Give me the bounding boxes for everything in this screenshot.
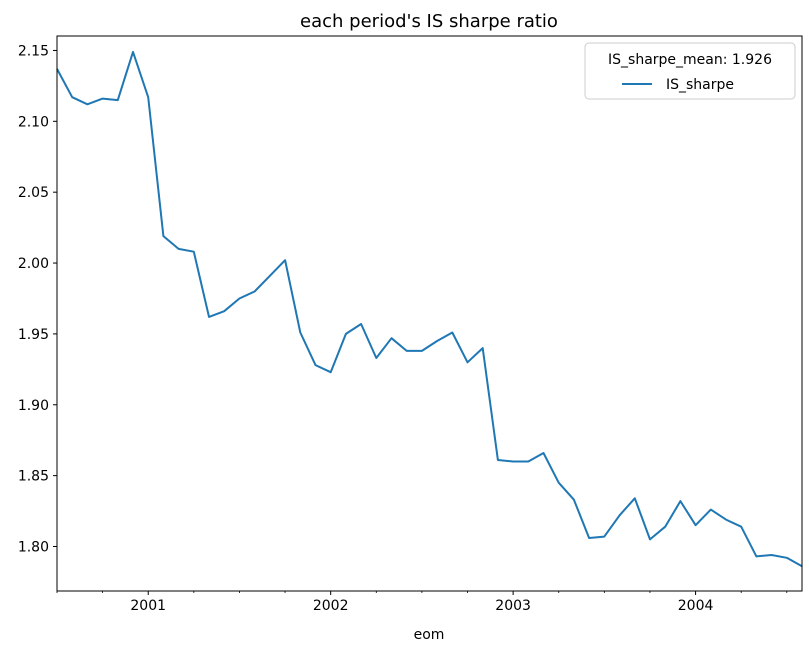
data-point (603, 536, 605, 538)
data-point (695, 524, 697, 526)
data-point (725, 519, 727, 521)
data-point (147, 96, 149, 98)
data-point (679, 500, 681, 502)
data-point (315, 364, 317, 366)
data-point (710, 509, 712, 511)
data-point (284, 259, 286, 261)
y-tick-label: 2.15 (18, 43, 49, 59)
x-tick-label: 2004 (678, 598, 714, 614)
legend: IS_sharpe_mean: 1.926 IS_sharpe (584, 42, 796, 100)
y-tick-label: 1.90 (18, 398, 49, 414)
data-point (664, 526, 666, 528)
data-point (771, 554, 773, 556)
y-tick-label: 1.80 (18, 539, 49, 555)
data-point (238, 298, 240, 300)
x-tick-label: 2002 (313, 598, 349, 614)
data-point (634, 497, 636, 499)
data-point (330, 371, 332, 373)
data-point (543, 452, 545, 454)
data-point (208, 316, 210, 318)
data-point (588, 537, 590, 539)
legend-entry-label: IS_sharpe (666, 77, 734, 93)
x-axis-label: eom (414, 627, 445, 643)
y-tick-label: 2.05 (18, 185, 49, 201)
data-point (86, 103, 88, 105)
data-point (512, 461, 514, 463)
data-point (406, 350, 408, 352)
y-tick-label: 1.85 (18, 469, 49, 485)
data-point (619, 514, 621, 516)
x-tick-label: 2001 (130, 598, 166, 614)
data-point (421, 350, 423, 352)
data-point (497, 459, 499, 461)
series-line-is-sharpe (56, 50, 803, 568)
data-point (162, 235, 164, 237)
chart-title: each period's IS sharpe ratio (300, 11, 558, 32)
data-point (740, 526, 742, 528)
data-point (467, 361, 469, 363)
plot-area: 2001 2002 2003 2004 1.80 1.85 1.90 1.95 2.00 2.05… (18, 43, 803, 614)
data-point (223, 310, 225, 312)
x-tick-label: 2003 (495, 598, 531, 614)
data-point (71, 96, 73, 98)
data-point (527, 461, 529, 463)
data-point (132, 51, 134, 53)
data-point (391, 337, 393, 339)
data-point (558, 482, 560, 484)
data-point (375, 357, 377, 359)
y-tick-label: 1.95 (18, 327, 49, 343)
data-point (117, 99, 119, 101)
y-tick-label: 2.00 (18, 256, 49, 272)
data-point (786, 557, 788, 559)
data-point (299, 332, 301, 334)
data-point (436, 340, 438, 342)
data-point (345, 333, 347, 335)
axes-frame (56, 35, 803, 592)
data-point (269, 275, 271, 277)
data-point (451, 332, 453, 334)
data-point (178, 248, 180, 250)
data-point (482, 347, 484, 349)
y-tick-label: 2.10 (18, 114, 49, 130)
data-point (102, 98, 104, 100)
data-point (193, 251, 195, 253)
legend-title: IS_sharpe_mean: 1.926 (608, 52, 772, 68)
data-point (573, 499, 575, 501)
data-point (649, 538, 651, 540)
data-point (360, 323, 362, 325)
data-point (755, 555, 757, 557)
data-point (254, 290, 256, 292)
